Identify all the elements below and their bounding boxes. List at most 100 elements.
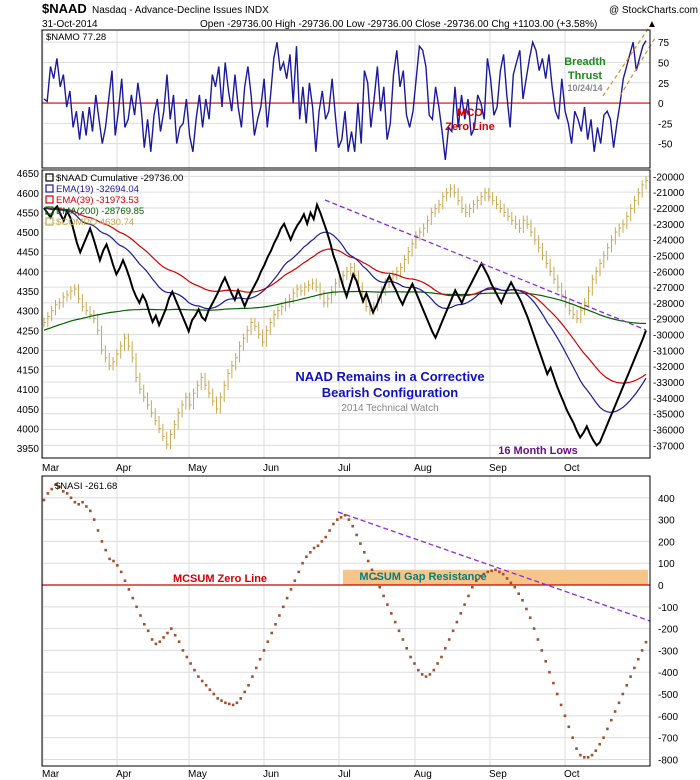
nasi-point [579, 753, 582, 757]
nasi-point [637, 657, 640, 661]
gap-resistance-label: MCSUM Gap Resistance [359, 571, 486, 583]
y-tick-label: 400 [658, 494, 675, 505]
y-tick-label: -400 [658, 668, 678, 679]
y-tick-label: -25 [658, 119, 673, 130]
x-tick-label: Jun [263, 769, 279, 780]
y-tick-label-left: 4200 [17, 346, 40, 357]
nasi-point [494, 568, 497, 572]
nasi-point [440, 655, 443, 659]
nasi-point [351, 524, 354, 528]
nasi-point [85, 505, 88, 508]
nasi-point [378, 585, 381, 589]
nasi-point [633, 666, 636, 670]
nasi-point [413, 662, 416, 665]
naad-legend-entry: EMA(200) -28769.85 [56, 206, 144, 217]
nasi-point [220, 699, 223, 702]
y-tick-label-right: -35000 [653, 410, 685, 421]
nasi-point [374, 577, 378, 580]
nasi-point [347, 518, 351, 521]
namo-legend: $NAMO 77.28 [46, 32, 106, 43]
y-tick-label-left: 4300 [17, 307, 40, 318]
nasi-point [116, 564, 119, 567]
nasi-point [490, 569, 493, 573]
nasi-point [104, 548, 107, 552]
y-tick-label-right: -21000 [653, 188, 685, 199]
gap-resistance-zone [343, 569, 648, 586]
nasi-point [555, 692, 559, 696]
x-tick-label: Aug [414, 463, 432, 474]
ema19-line [43, 207, 647, 413]
nasi-point [62, 490, 65, 493]
y-tick-label: 0 [658, 99, 664, 110]
nasi-point [54, 483, 57, 486]
y-tick-label: -300 [658, 646, 678, 657]
nasi-point [436, 662, 439, 665]
y-tick-label-right: -25000 [653, 251, 685, 262]
y-tick-label-right: -27000 [653, 283, 685, 294]
nasi-point [613, 710, 617, 713]
nasi-point [640, 649, 644, 652]
nasi-point [158, 640, 162, 643]
y-tick-label: -100 [658, 603, 678, 614]
nasi-point [559, 703, 563, 707]
nasi-point [266, 640, 270, 643]
nasi-panel: 400 300 200 100 0 -100 -200 -300 -400 -500 -600 -70… [41, 475, 678, 780]
legend-swatch [45, 173, 54, 182]
nasi-point [50, 487, 53, 491]
y-tick-label: -200 [658, 625, 678, 636]
naad-legend-entry: EMA(39) -31973.53 [56, 195, 139, 206]
x-tick-label: May [188, 769, 207, 780]
y-tick-label-right: -20000 [653, 172, 685, 183]
y-tick-label-left: 4550 [17, 208, 40, 219]
nasi-point [590, 753, 594, 757]
y-tick-label-left: 4050 [17, 405, 40, 416]
x-tick-label: Jun [263, 463, 279, 474]
nasi-point [173, 633, 177, 637]
y-tick-label-right: -26000 [653, 267, 685, 278]
nasi-point [586, 756, 590, 759]
nasi-point [525, 607, 528, 611]
nasi-point [536, 638, 540, 641]
nasi-point [235, 701, 239, 705]
y-tick-label: 300 [658, 516, 675, 527]
y-tick-label-right: -23000 [653, 220, 685, 231]
y-tick-label: 75 [658, 38, 670, 49]
nasi-point [282, 605, 285, 609]
nasi-point [312, 546, 316, 550]
y-tick-label-left: 4350 [17, 287, 40, 298]
naad-line [43, 201, 647, 447]
nasi-point [42, 498, 46, 502]
nasi-point [498, 570, 501, 574]
x-tick-label: Jul [338, 463, 351, 474]
nasi-point [451, 629, 455, 633]
nasi-point [621, 692, 625, 696]
y-tick-label-right: -29000 [653, 315, 685, 326]
nasi-point [482, 572, 486, 576]
nasi-point [143, 623, 146, 626]
nasi-point [428, 673, 432, 676]
mco-label: MCO [457, 107, 483, 119]
nasi-point [617, 701, 621, 705]
nasi-point [366, 559, 370, 563]
namo-frame [41, 29, 651, 169]
nasi-point [200, 679, 204, 683]
nasi-point [46, 492, 50, 495]
nasi-point [390, 612, 393, 615]
nasi-point [393, 620, 397, 624]
legend-swatch [45, 206, 54, 215]
y-tick-label-right: -34000 [653, 394, 685, 405]
x-tick-label: Oct [564, 463, 580, 474]
nasi-point [505, 577, 509, 580]
nasi-point [463, 603, 466, 606]
nasi-point [363, 551, 366, 554]
nasi-point [309, 551, 312, 554]
nasi-point [239, 697, 243, 700]
y-tick-label: 100 [658, 559, 675, 570]
x-tick-label: Oct [564, 769, 580, 780]
y-tick-label-left: 4100 [17, 385, 40, 396]
nasi-downtrend-line [337, 511, 651, 622]
x-tick-label: Jul [338, 769, 351, 780]
y-tick-label: -800 [658, 755, 678, 766]
ema200-line [43, 290, 647, 331]
y-tick-label: 0 [658, 581, 664, 592]
